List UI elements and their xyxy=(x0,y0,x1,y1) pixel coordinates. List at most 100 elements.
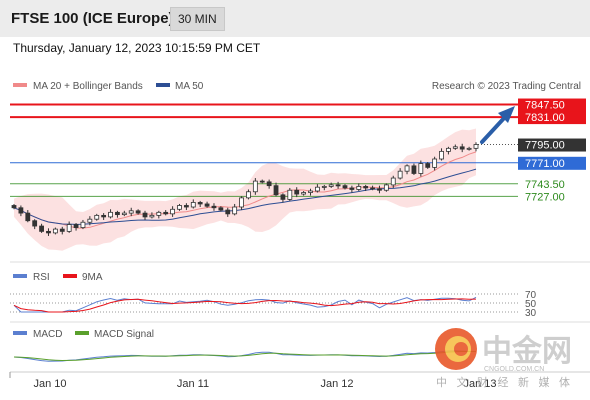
rsi-tick-70: 70 xyxy=(525,290,537,301)
candle-body xyxy=(466,147,472,150)
candle-body xyxy=(18,207,24,214)
support-label: 7727.00 xyxy=(525,191,565,203)
candle-body xyxy=(280,194,286,200)
candle-body xyxy=(177,205,182,210)
macd-line xyxy=(13,350,477,362)
candle-body xyxy=(156,211,162,216)
candle-body xyxy=(328,184,334,187)
instrument-title: FTSE 100 (ICE Europe) xyxy=(11,10,174,27)
watermark: 中金网 CNGOLD.COM.CN 中 文 财 经 新 媒 体 xyxy=(435,328,573,389)
rsi-ma-legend-label: 9MA xyxy=(82,272,103,283)
candle-body xyxy=(411,165,417,174)
cngold-logo-icon xyxy=(435,328,477,370)
moving-averages xyxy=(13,151,477,229)
candle-body xyxy=(356,186,362,190)
macd-signal-legend-label: MACD Signal xyxy=(94,329,154,340)
rsi-ma-legend-swatch xyxy=(63,274,77,278)
ma20-legend-swatch xyxy=(13,83,27,87)
candle-body xyxy=(190,202,196,208)
candle-body xyxy=(452,146,458,149)
candle-body xyxy=(121,212,127,216)
candlesticks xyxy=(11,142,479,236)
ma50-legend-swatch xyxy=(156,83,170,87)
macd-legend-swatch xyxy=(13,331,27,335)
candle-body xyxy=(321,186,327,188)
candle-body xyxy=(397,170,403,179)
candle-body xyxy=(204,203,210,207)
candle-body xyxy=(246,191,251,199)
watermark-tagline: 中 文 财 经 新 媒 体 xyxy=(436,375,573,389)
resistance-label: 7831.00 xyxy=(525,112,565,124)
candle-body xyxy=(308,190,313,193)
header-bar xyxy=(0,0,590,37)
candle-body xyxy=(459,146,465,150)
ma20-line xyxy=(13,151,477,229)
candle-body xyxy=(25,212,31,222)
candle-body xyxy=(342,185,348,189)
rsi-tick-50: 50 xyxy=(525,299,537,310)
candle-body xyxy=(473,144,479,149)
candle-body xyxy=(335,184,341,187)
macd-signal-line xyxy=(13,351,476,362)
interval-selector[interactable]: 30 MIN xyxy=(170,7,225,31)
current-label-box xyxy=(518,138,586,152)
candle-body xyxy=(377,188,382,191)
candle-body xyxy=(128,210,134,214)
candle-body xyxy=(418,163,424,174)
candle-body xyxy=(363,186,369,189)
candle-body xyxy=(273,185,279,196)
x-label-jan13: Jan 13 xyxy=(463,378,496,390)
candle-body xyxy=(52,228,58,234)
macd-legend-label: MACD xyxy=(33,329,62,340)
bollinger-band-area xyxy=(14,128,476,251)
resistance-label-box xyxy=(518,98,586,112)
candle-body xyxy=(11,205,17,209)
candle-body xyxy=(94,214,100,220)
candle-body xyxy=(439,150,444,160)
macd-signal-legend-swatch xyxy=(75,331,89,335)
candle-body xyxy=(432,158,438,168)
candle-body xyxy=(287,189,293,200)
rsi-line xyxy=(13,296,477,313)
candle-body xyxy=(383,184,389,191)
price-levels xyxy=(10,103,518,197)
candle-body xyxy=(142,212,148,218)
candle-body xyxy=(266,181,272,187)
current-label: 7795.00 xyxy=(525,140,565,152)
pivot-label: 7771.00 xyxy=(525,158,565,170)
candle-body xyxy=(225,209,231,215)
candle-body xyxy=(232,206,238,215)
candle-body xyxy=(370,187,375,190)
rsi-legend-swatch xyxy=(13,274,27,278)
resistance-label-box xyxy=(518,111,586,125)
candle-body xyxy=(211,205,217,209)
x-label-jan12: Jan 12 xyxy=(320,378,353,390)
ma50-line xyxy=(13,168,477,225)
bollinger-bands xyxy=(14,128,476,251)
candle-body xyxy=(390,177,396,186)
candle-body xyxy=(39,225,44,232)
candle-body xyxy=(218,207,224,211)
candle-body xyxy=(59,228,65,232)
watermark-site: CNGOLD.COM.CN xyxy=(484,366,544,373)
credit-text: Research © 2023 Trading Central xyxy=(432,81,581,92)
candle-body xyxy=(149,214,155,218)
rsi-ma-line xyxy=(13,298,477,313)
pivot-label-box xyxy=(518,156,586,170)
x-label-jan11: Jan 11 xyxy=(177,378,209,390)
x-label-jan10: Jan 10 xyxy=(33,378,66,390)
ma20-legend-label: MA 20 + Bollinger Bands xyxy=(33,81,143,92)
rsi-legend-label: RSI xyxy=(33,272,50,283)
candle-body xyxy=(301,192,307,195)
candle-body xyxy=(73,224,79,228)
ma50-legend-label: MA 50 xyxy=(175,81,204,92)
watermark-brand: 中金网 xyxy=(482,334,572,369)
resistance-label: 7847.50 xyxy=(525,100,565,112)
candle-body xyxy=(32,220,38,227)
candle-body xyxy=(294,189,300,195)
candle-body xyxy=(315,186,320,192)
candle-body xyxy=(170,208,175,215)
candle-body xyxy=(404,165,410,172)
